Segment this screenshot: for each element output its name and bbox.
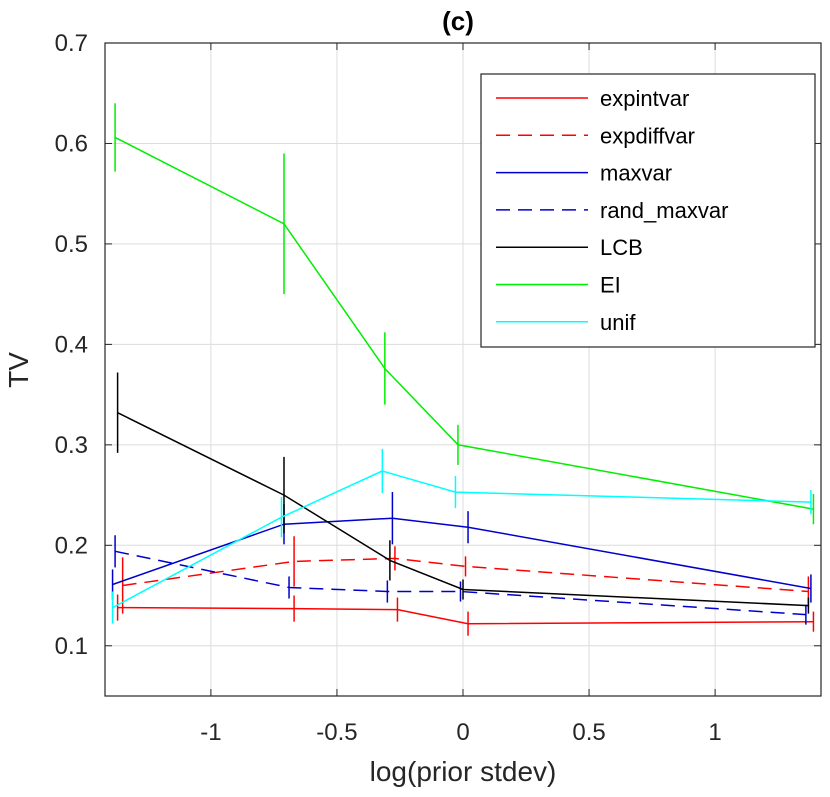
legend-label: LCB bbox=[600, 235, 643, 260]
y-tick-label: 0.3 bbox=[55, 432, 88, 459]
series-layer bbox=[111, 103, 815, 636]
legend: expintvar expdiffvar maxvar rand_maxvar LCB E… bbox=[480, 73, 816, 348]
legend-box bbox=[480, 73, 816, 348]
series-line bbox=[112, 470, 811, 609]
x-axis-title: log(prior stdev) bbox=[370, 756, 557, 787]
chart-title: (c) bbox=[442, 6, 474, 36]
series-maxvar bbox=[111, 492, 812, 603]
y-tick-label: 0.6 bbox=[55, 130, 88, 157]
y-tick-label: 0.2 bbox=[55, 532, 88, 559]
series-line bbox=[112, 517, 812, 590]
x-axis: -1 -0.5 0 0.5 1 bbox=[200, 43, 722, 746]
legend-label: unif bbox=[600, 310, 636, 335]
y-tick-label: 0.5 bbox=[55, 231, 88, 258]
y-tick-label: 0.4 bbox=[55, 331, 88, 358]
y-axis-title: TV bbox=[3, 352, 34, 388]
x-tick-label: -1 bbox=[200, 719, 221, 746]
series-rand-maxvar bbox=[114, 535, 807, 625]
legend-label: expdiffvar bbox=[600, 123, 695, 148]
legend-label: rand_maxvar bbox=[600, 198, 728, 223]
series-line bbox=[117, 606, 814, 625]
legend-label: EI bbox=[600, 273, 621, 298]
legend-label: expintvar bbox=[600, 86, 689, 111]
series-expintvar bbox=[116, 594, 815, 636]
y-axis: 0.1 0.2 0.3 0.4 0.5 0.6 0.7 bbox=[55, 30, 821, 660]
x-tick-label: 1 bbox=[708, 719, 721, 746]
y-tick-label: 0.1 bbox=[55, 633, 88, 660]
y-tick-label: 0.7 bbox=[55, 30, 88, 57]
series-unif bbox=[111, 448, 812, 624]
x-tick-label: -0.5 bbox=[316, 719, 357, 746]
legend-label: maxvar bbox=[600, 161, 672, 186]
x-tick-label: 0 bbox=[456, 719, 469, 746]
series-LCB bbox=[116, 372, 810, 614]
series-expdiffvar bbox=[121, 536, 810, 614]
x-tick-label: 0.5 bbox=[572, 719, 605, 746]
series-EI bbox=[114, 103, 815, 525]
